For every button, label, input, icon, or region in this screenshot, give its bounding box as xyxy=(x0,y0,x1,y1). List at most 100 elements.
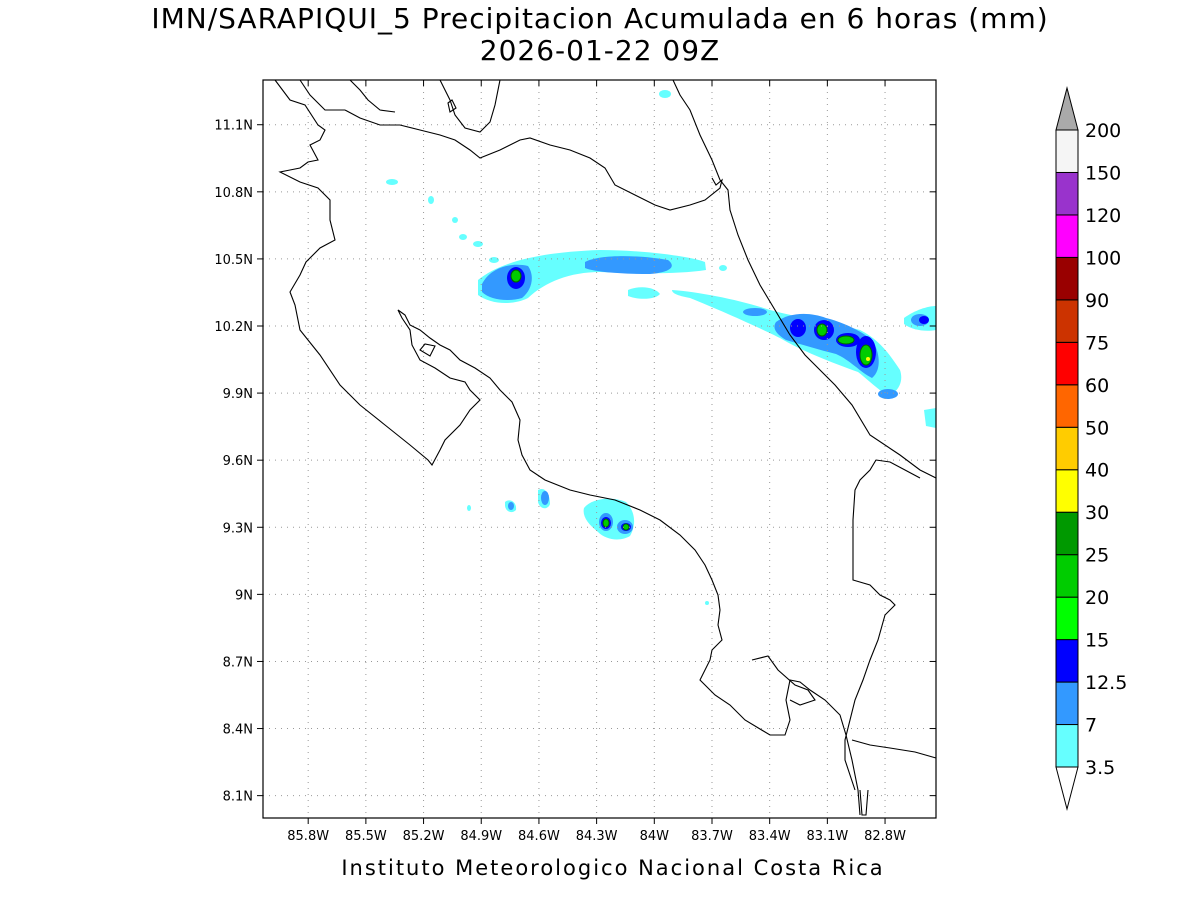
colorbar-label: 60 xyxy=(1085,375,1109,397)
precip-max-east1 xyxy=(816,323,828,337)
precip-speck6 xyxy=(489,257,499,263)
precip-heavy-east1 xyxy=(790,319,806,337)
precip-patch-cell1 xyxy=(628,287,660,299)
y-tick-label: 9N xyxy=(235,588,253,603)
colorbar-label: 200 xyxy=(1085,120,1121,142)
precip-max-north xyxy=(510,269,522,283)
colorbar-label: 75 xyxy=(1085,332,1109,354)
colorbar-swatch xyxy=(1055,426,1079,471)
precip-core-north-west xyxy=(482,264,532,300)
colorbar-swatch xyxy=(1055,681,1079,726)
precip-speck8 xyxy=(719,265,727,271)
y-tick-label: 8.4N xyxy=(223,723,253,738)
precip-speck4 xyxy=(459,234,467,240)
colorbar-swatch xyxy=(1055,341,1079,386)
x-tick-label: 84W xyxy=(640,829,670,844)
y-axis-ticks: 8.1N 8.4N 8.7N 9N 9.3N 9.6N 9.9N 10.2N 10.5N 10.8… xyxy=(214,119,936,805)
precip-speck5 xyxy=(473,241,483,247)
island-north xyxy=(447,99,457,113)
precip-layer xyxy=(386,90,936,605)
precip-max-east3 xyxy=(859,344,873,366)
colorbar-swatch xyxy=(1055,511,1079,556)
precip-core-small1 xyxy=(743,308,767,316)
nicaragua-border xyxy=(344,109,723,211)
y-tick-label: 10.2N xyxy=(214,320,253,335)
colorbar-swatch xyxy=(1055,596,1079,641)
x-tick-label: 85.5W xyxy=(345,829,387,844)
x-tick-label: 83.1W xyxy=(806,829,848,844)
colorbar-label: 150 xyxy=(1085,162,1121,184)
colorbar-swatch xyxy=(1055,724,1079,768)
caribbean-coast xyxy=(672,79,937,479)
colorbar-swatch xyxy=(1055,469,1079,513)
colorbar-label: 100 xyxy=(1085,247,1121,269)
precip-core-small2 xyxy=(878,389,898,399)
precip-speck1 xyxy=(386,179,398,185)
colorbar-label: 12.5 xyxy=(1085,672,1127,694)
colorbar-arrow-low xyxy=(1055,766,1079,811)
pacific-coast-northwest xyxy=(274,79,861,816)
precip-speck2 xyxy=(428,196,434,204)
colorbar-label: 90 xyxy=(1085,290,1109,312)
x-tick-label: 83.7W xyxy=(691,829,733,844)
graticule xyxy=(263,80,936,818)
map-frame xyxy=(262,79,937,819)
y-tick-label: 9.3N xyxy=(223,521,253,536)
colorbar-label: 50 xyxy=(1085,417,1109,439)
coastlines xyxy=(274,79,937,816)
colorbar-swatch xyxy=(1055,129,1079,173)
colorbar-label: 40 xyxy=(1085,460,1109,482)
y-tick-label: 10.8N xyxy=(214,186,253,201)
precip-max-south1 xyxy=(602,518,610,528)
y-tick-label: 9.6N xyxy=(223,454,253,469)
x-tick-label: 84.6W xyxy=(518,829,560,844)
colorbar-swatch xyxy=(1055,554,1079,598)
precip-speck10 xyxy=(705,601,709,605)
x-tick-label: 85.8W xyxy=(287,829,329,844)
island-gulf xyxy=(419,343,436,357)
precip-speck7 xyxy=(659,90,671,98)
precip-speck9 xyxy=(467,505,471,511)
precip-heavy-ne xyxy=(919,316,929,324)
map-subtitle-date: 2026-01-22 09Z xyxy=(479,34,721,67)
x-tick-label: 84.3W xyxy=(576,829,618,844)
colorbar-swatch xyxy=(1055,299,1079,343)
y-tick-label: 11.1N xyxy=(214,119,253,134)
colorbar-swatch xyxy=(1055,639,1079,683)
colorbar-swatch xyxy=(1055,214,1079,258)
x-tick-label: 85.2W xyxy=(403,829,445,844)
footer-credit: Instituto Meteorologico Nacional Costa R… xyxy=(341,856,885,880)
precip-patch-e xyxy=(924,408,936,428)
osa-peninsula xyxy=(751,655,816,706)
precip-speck3 xyxy=(452,217,458,223)
y-tick-label: 8.1N xyxy=(223,790,253,805)
colorbar-swatch xyxy=(1055,256,1079,301)
x-axis-ticks: 85.8W 85.5W 85.2W 84.9W 84.6W 84.3W 84W 83.7W 83… xyxy=(287,80,906,844)
panama-border xyxy=(844,459,896,791)
colorbar-swatch xyxy=(1055,384,1079,428)
colorbar-label: 30 xyxy=(1085,502,1109,524)
colorbar: 3.5 7 12.5 15 20 25 30 40 50 60 75 90 100 120 150 200 xyxy=(1055,86,1127,811)
colorbar-label: 15 xyxy=(1085,630,1109,652)
lake-nicaragua-shore xyxy=(299,79,501,133)
precip-core-south4 xyxy=(508,502,514,510)
colorbar-label: 120 xyxy=(1085,205,1121,227)
y-tick-label: 10.5N xyxy=(214,253,253,268)
map-title: IMN/SARAPIQUI_5 Precipitacion Acumulada … xyxy=(151,2,1049,35)
x-tick-label: 82.8W xyxy=(864,829,906,844)
precip-core-north-mid xyxy=(585,256,672,274)
panama-coast-east xyxy=(851,459,937,759)
y-tick-label: 8.7N xyxy=(223,655,253,670)
precip-max-east2 xyxy=(837,335,855,345)
colorbar-arrow-high xyxy=(1055,86,1079,131)
colorbar-swatch xyxy=(1055,171,1079,216)
colorbar-label: 7 xyxy=(1085,715,1097,737)
x-tick-label: 83.4W xyxy=(749,829,791,844)
x-tick-label: 84.9W xyxy=(460,829,502,844)
burica-peninsula xyxy=(859,789,869,816)
precip-peak xyxy=(866,357,870,361)
y-tick-label: 9.9N xyxy=(223,387,253,402)
precip-core-south3 xyxy=(541,491,549,505)
colorbar-label: 25 xyxy=(1085,545,1109,567)
